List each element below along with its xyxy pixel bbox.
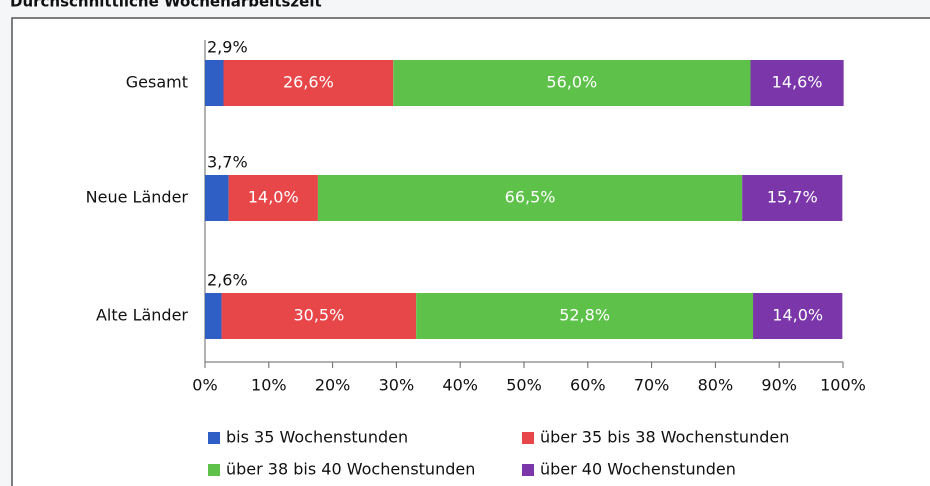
x-tick-label: 30% — [379, 376, 415, 395]
bar-segment — [205, 293, 222, 339]
data-label: 2,9% — [207, 38, 248, 57]
x-tick-label: 10% — [251, 376, 287, 395]
bar-segment — [205, 60, 224, 106]
x-tick-label: 80% — [698, 376, 734, 395]
bar-segment — [205, 175, 229, 221]
data-label: 26,6% — [283, 73, 334, 92]
x-tick-label: 50% — [506, 376, 542, 395]
category-label: Neue Länder — [86, 188, 189, 207]
legend-label: über 38 bis 40 Wochenstunden — [226, 460, 475, 479]
x-tick-label: 100% — [820, 376, 866, 395]
legend-swatch — [522, 464, 534, 476]
data-label: 3,7% — [207, 153, 248, 172]
x-tick-label: 60% — [570, 376, 606, 395]
data-label: 14,6% — [772, 73, 823, 92]
bar-segment — [416, 293, 754, 339]
legend-label: über 35 bis 38 Wochenstunden — [540, 428, 789, 447]
bar-segment — [228, 175, 318, 221]
legend-swatch — [208, 464, 220, 476]
bar-segment — [317, 175, 743, 221]
data-label: 52,8% — [559, 306, 610, 325]
data-label: 2,6% — [207, 271, 248, 290]
x-tick-label: 20% — [315, 376, 351, 395]
data-label: 56,0% — [546, 73, 597, 92]
data-label: 30,5% — [293, 306, 344, 325]
bar-segment — [393, 60, 751, 106]
bar-segment — [223, 60, 394, 106]
category-label: Gesamt — [126, 73, 188, 92]
x-tick-label: 0% — [192, 376, 217, 395]
legend-label: über 40 Wochenstunden — [540, 460, 736, 479]
x-tick-label: 70% — [634, 376, 670, 395]
data-label: 15,7% — [767, 188, 818, 207]
category-label: Alte Länder — [96, 306, 188, 325]
chart-title: Durchschnittliche Wochenarbeitszeit — [10, 0, 322, 11]
data-label: 66,5% — [505, 188, 556, 207]
data-label: 14,0% — [772, 306, 823, 325]
data-label: 14,0% — [248, 188, 299, 207]
bar-segment — [221, 293, 417, 339]
x-tick-label: 90% — [761, 376, 797, 395]
legend-swatch — [522, 432, 534, 444]
x-tick-label: 40% — [442, 376, 478, 395]
legend-label: bis 35 Wochenstunden — [226, 428, 408, 447]
bar-segment — [753, 293, 843, 339]
bar-segment — [750, 60, 844, 106]
bar-segment — [742, 175, 843, 221]
legend-swatch — [208, 432, 220, 444]
